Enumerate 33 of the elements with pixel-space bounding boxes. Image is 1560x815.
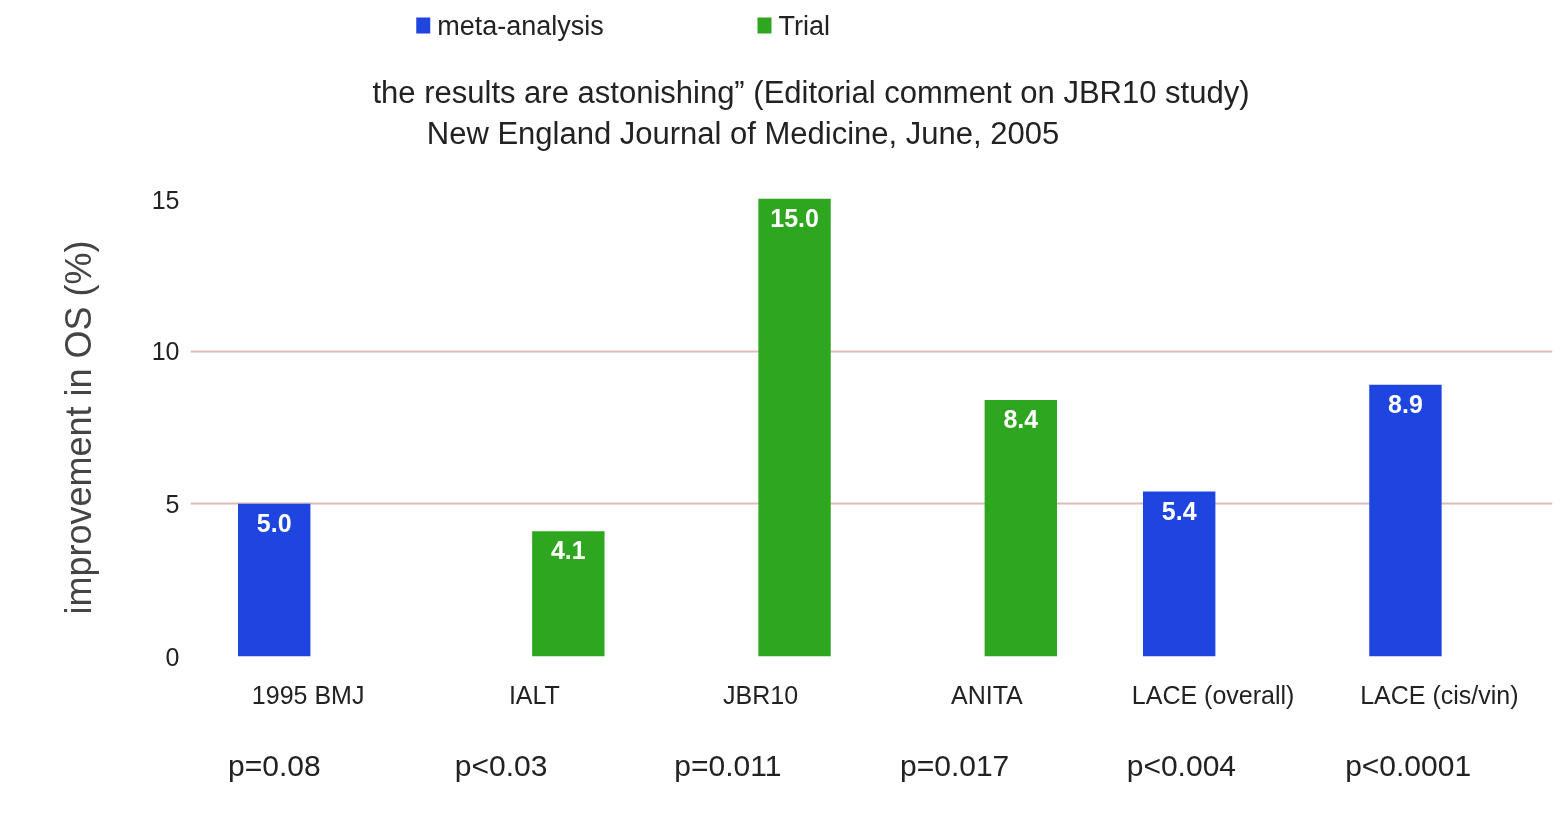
chart-title: the results are astonishing” (Editorial comment on JBR10 study) <box>372 75 1250 110</box>
x-tick-label: 1995 BMJ <box>251 680 365 709</box>
text: p<0.0001 <box>1345 748 1472 782</box>
text: p=0.08 <box>228 748 321 782</box>
chart-subtitle: New England Journal of Medicine, June, 2005 <box>426 116 1060 151</box>
y-tick-label: 5 <box>165 489 180 518</box>
data-label: 8.9 <box>1388 389 1423 418</box>
x-tick-label: LACE (cis/vin) <box>1360 680 1519 709</box>
data-label: 8.4 <box>1003 405 1039 434</box>
data-label: 4.1 <box>550 536 586 565</box>
data-label: 5.0 <box>256 508 292 537</box>
y-axis-title: improvement in OS (%) <box>57 240 99 615</box>
bar <box>1369 384 1442 657</box>
x-tick-label: LACE (overall) <box>1131 680 1295 709</box>
y-tick-label: 10 <box>151 337 180 366</box>
bar <box>1142 491 1216 657</box>
y-tick-label: 15 <box>151 185 180 214</box>
legend-label: Trial <box>778 10 830 41</box>
data-label: 15.0 <box>770 203 819 232</box>
text: p=0.011 <box>674 748 782 782</box>
x-tick-label: JBR10 <box>723 680 799 709</box>
bar <box>984 400 1058 657</box>
y-tick-label: 0 <box>165 642 180 671</box>
bar <box>238 503 311 657</box>
text: p<0.03 <box>454 748 548 782</box>
x-tick-label: IALT <box>508 680 560 709</box>
text: p<0.004 <box>1126 748 1237 782</box>
text: p=0.017 <box>899 748 1010 782</box>
data-label: 5.4 <box>1161 496 1197 525</box>
bar <box>758 198 831 657</box>
bar <box>532 531 605 657</box>
x-tick-label: ANITA <box>951 680 1024 709</box>
legend-label: meta-analysis <box>437 10 604 41</box>
